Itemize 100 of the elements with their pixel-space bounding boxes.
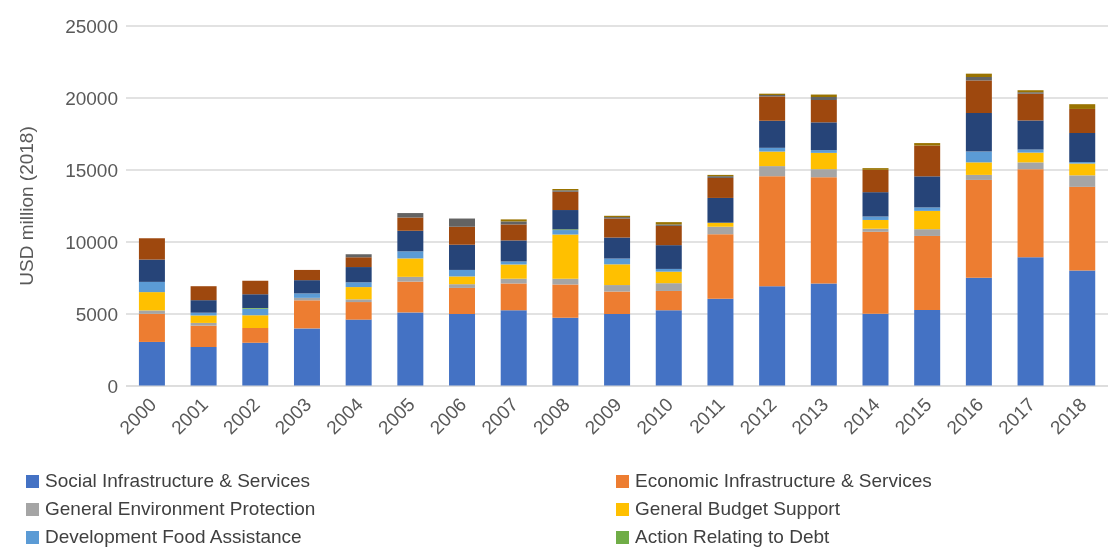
bar xyxy=(655,268,682,272)
bar xyxy=(242,308,269,316)
bar xyxy=(293,280,320,294)
bar xyxy=(1017,149,1044,153)
bar xyxy=(604,218,631,238)
bar xyxy=(965,112,992,152)
bar xyxy=(1017,162,1044,170)
bar xyxy=(500,283,527,311)
bar xyxy=(345,319,372,386)
bar xyxy=(965,151,992,163)
bar xyxy=(655,310,682,386)
bar xyxy=(138,313,165,342)
bar xyxy=(345,302,372,320)
bar xyxy=(1069,132,1096,163)
bar xyxy=(397,312,424,386)
legend-label: General Environment Protection xyxy=(45,498,316,520)
bar xyxy=(965,162,992,175)
bar xyxy=(397,251,424,259)
bar xyxy=(810,152,837,170)
bar xyxy=(500,224,527,241)
bar xyxy=(138,341,165,386)
bar xyxy=(1069,186,1096,271)
y-tick-label: 0 xyxy=(107,375,118,397)
bar xyxy=(810,122,837,151)
bar xyxy=(345,257,372,268)
bar xyxy=(1069,104,1096,109)
bar xyxy=(1069,163,1096,176)
bar xyxy=(397,230,424,252)
bar xyxy=(655,225,682,246)
bar xyxy=(862,313,889,386)
bar xyxy=(500,261,527,265)
bar xyxy=(345,287,372,300)
bar xyxy=(810,150,837,153)
bar xyxy=(759,286,786,386)
bar xyxy=(345,267,372,283)
bar xyxy=(604,285,631,292)
bar xyxy=(190,300,217,313)
bar xyxy=(138,310,165,314)
bar xyxy=(965,73,992,77)
bar xyxy=(449,314,476,386)
bar xyxy=(345,282,372,288)
bar xyxy=(1017,257,1044,386)
bar xyxy=(810,100,837,123)
bar xyxy=(965,277,992,386)
bar xyxy=(138,238,165,260)
legend-label: Economic Infrastructure & Services xyxy=(635,470,932,492)
bar xyxy=(707,234,734,299)
bar xyxy=(345,254,372,258)
bar xyxy=(242,280,269,295)
bar xyxy=(449,269,476,277)
bar xyxy=(759,176,786,287)
bar xyxy=(293,293,320,298)
bar xyxy=(138,292,165,311)
bar xyxy=(552,234,579,279)
legend-label: Development Food Assistance xyxy=(45,526,302,548)
bar xyxy=(552,230,579,235)
bar xyxy=(604,314,631,386)
bar xyxy=(914,207,941,211)
bar xyxy=(759,166,786,177)
bar xyxy=(862,169,889,193)
bar xyxy=(190,286,217,301)
bar xyxy=(242,328,269,343)
bar xyxy=(707,197,734,223)
bar xyxy=(1069,175,1096,187)
bar xyxy=(965,80,992,113)
bar xyxy=(707,222,734,227)
bar xyxy=(707,298,734,386)
bar xyxy=(500,310,527,386)
bar xyxy=(449,276,476,285)
bar xyxy=(965,174,992,180)
y-tick-label: 5000 xyxy=(75,303,118,325)
bar xyxy=(655,245,682,269)
bar xyxy=(914,143,941,146)
bar xyxy=(552,284,579,318)
bar xyxy=(138,281,165,293)
y-tick-label: 10000 xyxy=(65,231,118,253)
legend-label: Action Relating to Debt xyxy=(635,526,830,548)
bar xyxy=(810,283,837,386)
bar xyxy=(242,342,269,386)
bar xyxy=(707,177,734,198)
bar xyxy=(1069,108,1096,133)
bar xyxy=(759,96,786,121)
bar xyxy=(190,325,217,347)
bar xyxy=(707,226,734,235)
bar xyxy=(759,120,786,148)
bar xyxy=(655,283,682,291)
bar xyxy=(449,218,476,227)
legend-label: General Budget Support xyxy=(635,498,840,520)
bar xyxy=(655,271,682,284)
bar xyxy=(862,219,889,229)
bar xyxy=(190,322,217,326)
bar xyxy=(552,191,579,211)
bar xyxy=(1017,169,1044,258)
bar xyxy=(500,264,527,279)
y-tick-label: 20000 xyxy=(65,87,118,109)
legend-label: Social Infrastructure & Services xyxy=(45,470,311,492)
bar xyxy=(293,328,320,386)
bar xyxy=(552,210,579,230)
bar xyxy=(1017,93,1044,121)
bar xyxy=(862,231,889,314)
